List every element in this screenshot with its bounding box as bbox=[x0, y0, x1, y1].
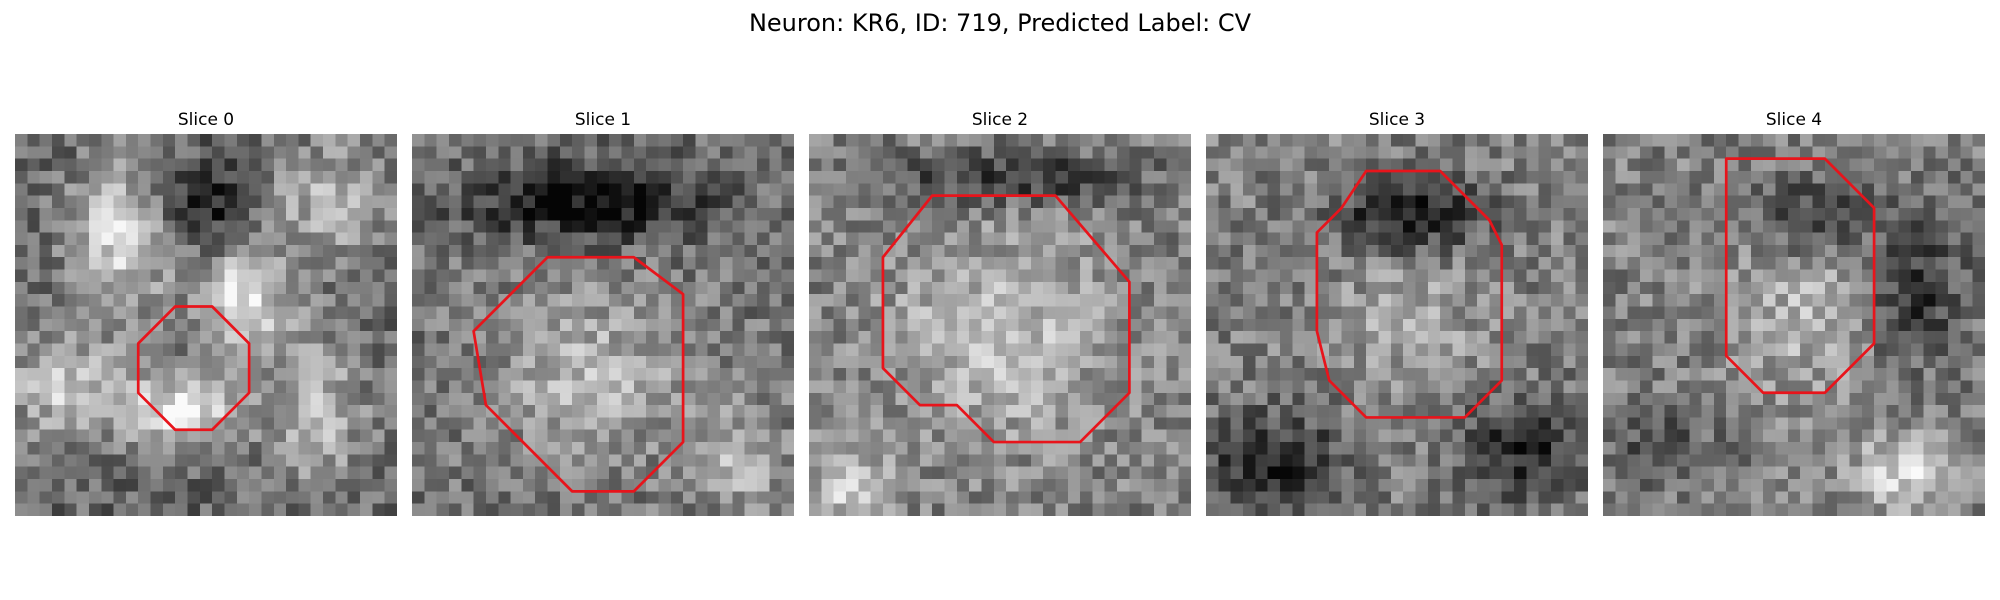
roi-contour bbox=[881, 194, 1131, 444]
panel-slice-1: Slice 1 bbox=[412, 108, 794, 518]
panel-title: Slice 4 bbox=[1765, 110, 1823, 130]
roi-contour bbox=[1315, 169, 1504, 419]
panel-title: Slice 3 bbox=[1368, 110, 1426, 130]
slice-image bbox=[412, 134, 794, 516]
roi-contour bbox=[136, 305, 251, 432]
panel-title: Slice 2 bbox=[971, 110, 1029, 130]
panel-slice-2: Slice 2 bbox=[809, 108, 1191, 518]
panel-slice-0: Slice 0 bbox=[15, 108, 397, 518]
slice-image bbox=[15, 134, 397, 516]
roi-contour bbox=[1724, 157, 1876, 395]
panel-slice-3: Slice 3 bbox=[1206, 108, 1588, 518]
roi-contour bbox=[472, 255, 685, 493]
slice-image bbox=[1603, 134, 1985, 516]
panel-title: Slice 1 bbox=[574, 110, 632, 130]
figure-title: Neuron: KR6, ID: 719, Predicted Label: C… bbox=[748, 9, 1252, 37]
panel-slice-4: Slice 4 bbox=[1603, 108, 1985, 518]
panel-title: Slice 0 bbox=[177, 110, 235, 130]
slice-image bbox=[809, 134, 1191, 516]
slice-image bbox=[1206, 134, 1588, 516]
